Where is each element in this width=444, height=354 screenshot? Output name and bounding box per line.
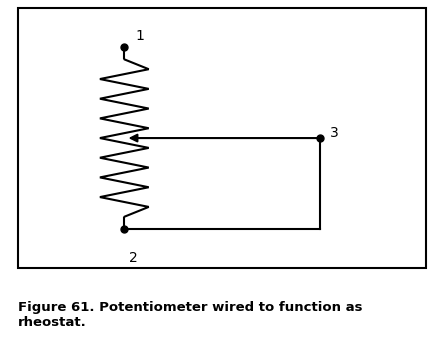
Point [316,135,323,141]
Text: 1: 1 [135,29,144,43]
Text: 3: 3 [329,126,338,139]
Point [121,44,128,50]
Point [121,226,128,232]
Text: 2: 2 [129,251,138,265]
Text: Figure 61. Potentiometer wired to function as
rheostat.: Figure 61. Potentiometer wired to functi… [18,301,362,329]
